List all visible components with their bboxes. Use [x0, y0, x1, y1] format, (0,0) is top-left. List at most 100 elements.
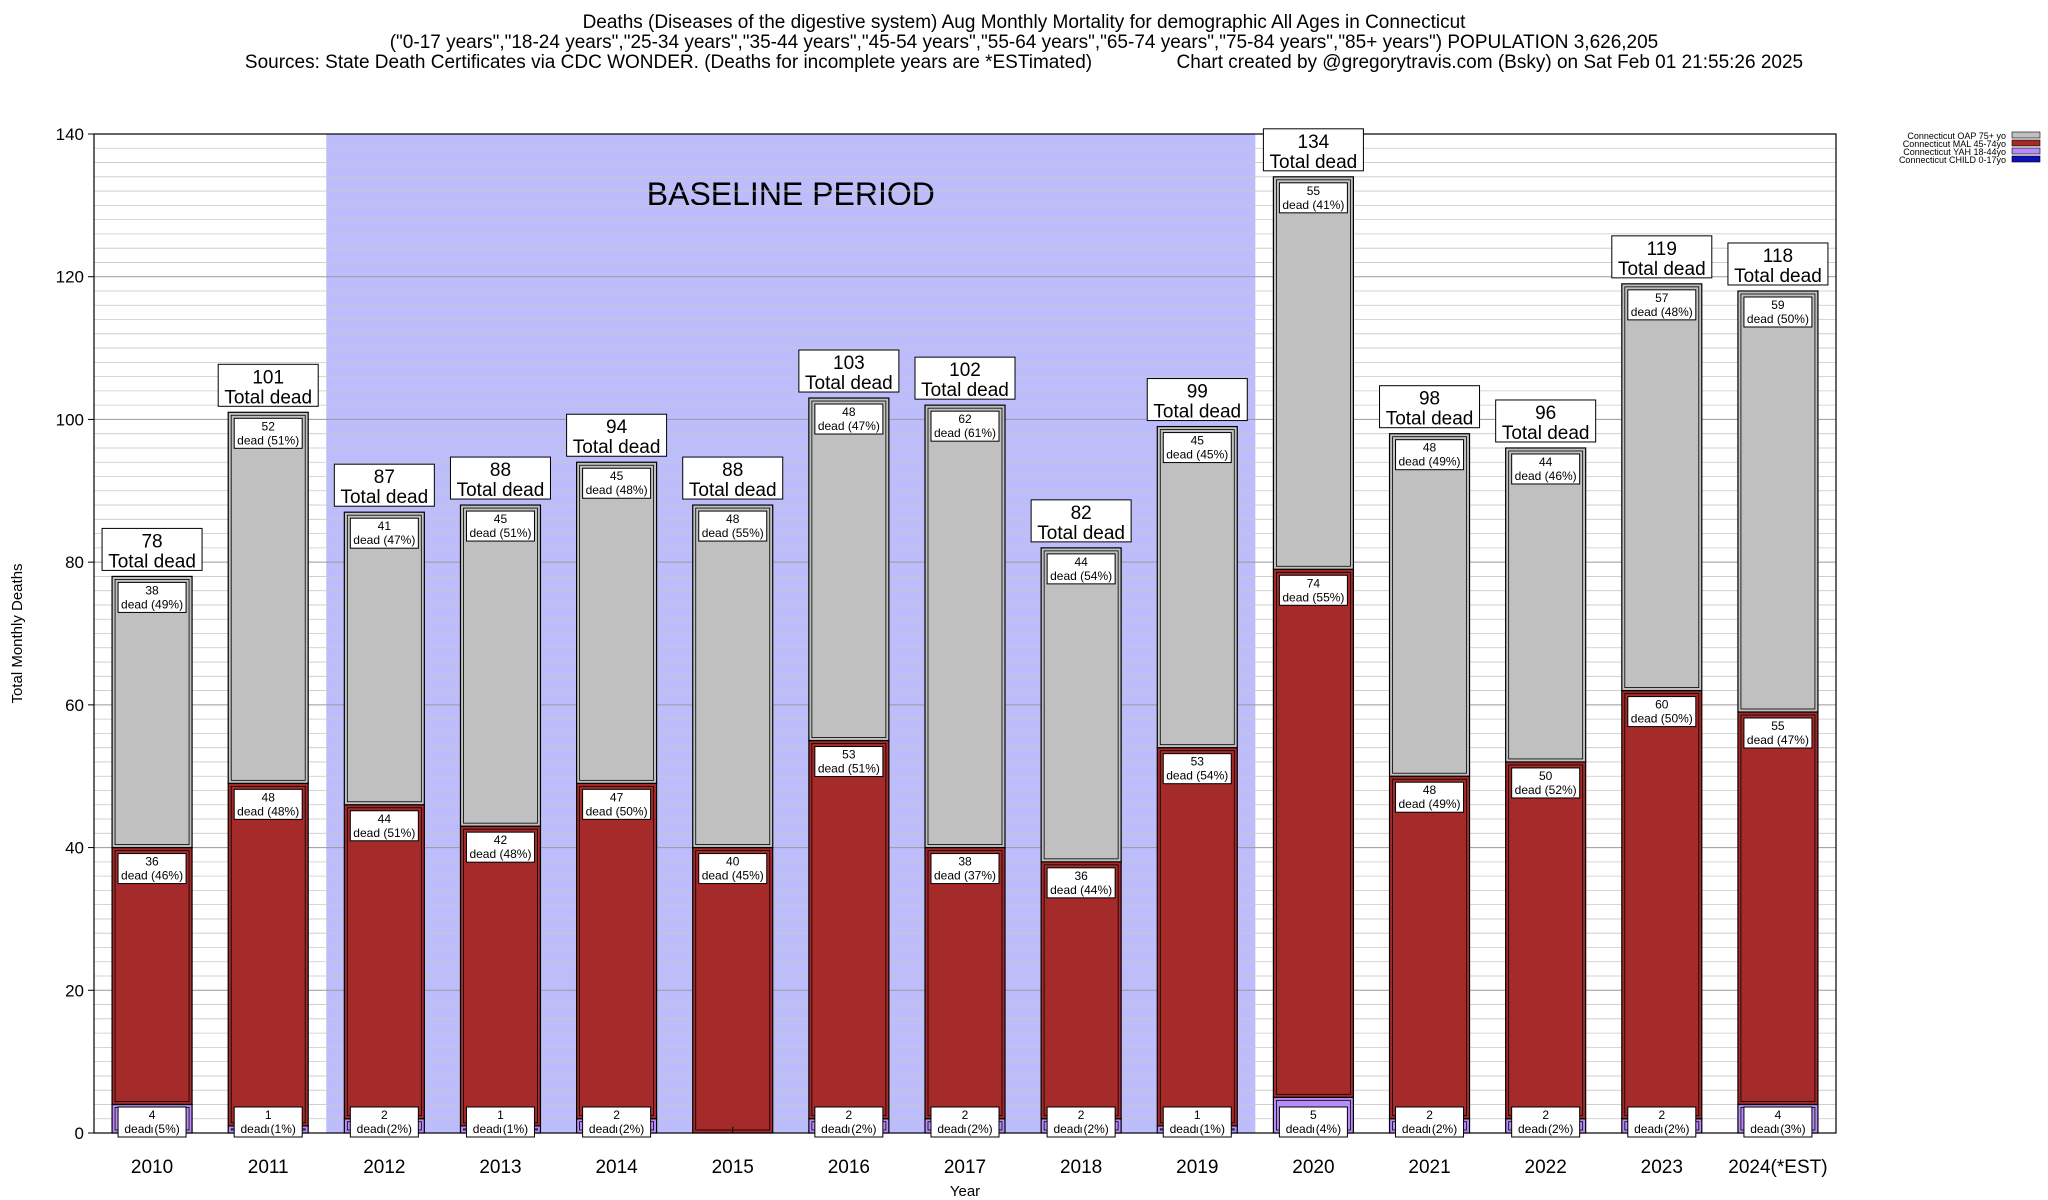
data-label-percent: dead (51%): [469, 526, 531, 540]
total-label-value: 134: [1298, 132, 1330, 153]
x-axis-label: Year: [950, 1183, 980, 1200]
bar-segment: [1156, 425, 1238, 749]
y-tick-label: 0: [75, 1124, 84, 1143]
data-label-value: 2: [962, 1108, 969, 1122]
data-label-percent: dead (50%): [586, 804, 648, 818]
data-label-percent: dead (52%): [1515, 783, 1577, 797]
bar-segment-inner-border: [579, 464, 654, 781]
data-label-value: 2: [1542, 1108, 1549, 1122]
data-label-value: 36: [1074, 869, 1088, 883]
bar-segment-inner-border: [1043, 550, 1119, 860]
data-label-box: [1278, 1106, 1348, 1138]
data-label-percent: dead (46%): [1515, 469, 1577, 483]
data-label-box: [465, 831, 535, 863]
data-label-box: [1395, 439, 1465, 471]
x-tick-label: 2012: [363, 1157, 405, 1178]
bar-segment: [1505, 447, 1587, 763]
data-label-box: [1743, 296, 1813, 328]
data-label-box: [582, 788, 652, 820]
data-label-value: 48: [262, 790, 276, 804]
data-label-box: [1627, 289, 1697, 321]
data-label-value: 45: [610, 469, 624, 483]
total-label-value: 101: [252, 367, 284, 388]
bar-segment: [343, 511, 425, 806]
total-label-text: Total dead: [457, 480, 545, 501]
legend-label: Connecticut OAP 75+ yo: [1907, 131, 2006, 141]
total-label-text: Total dead: [1618, 259, 1706, 280]
legend-label: Connecticut MAL 45-74yo: [1903, 139, 2006, 149]
data-label-value: 5: [1310, 1108, 1317, 1122]
total-label-box: [333, 463, 435, 507]
data-label-value: 55: [1771, 719, 1785, 733]
data-label-percent: dead (50%): [1747, 312, 1809, 326]
bar-segment: [459, 825, 542, 1127]
total-label-box: [1379, 385, 1481, 429]
data-label-value: 48: [1423, 783, 1437, 797]
x-tick-label: 2017: [944, 1157, 986, 1178]
x-tick-label: 2010: [131, 1157, 173, 1178]
total-label-text: Total dead: [805, 373, 893, 394]
bar-segment: [227, 411, 309, 784]
data-label-value: 2: [613, 1108, 620, 1122]
total-label-text: Total dead: [1734, 266, 1822, 287]
data-label-percent: dead (48%): [237, 804, 299, 818]
total-label-value: 99: [1187, 382, 1208, 403]
total-label-text: Total dead: [340, 487, 428, 508]
data-label-percent: dead (55%): [1282, 590, 1344, 604]
x-tick-label: 2020: [1292, 1157, 1334, 1178]
data-label-value: 45: [494, 512, 508, 526]
bar-segment: [575, 782, 658, 1120]
bar-segment-inner-border: [811, 400, 887, 738]
bar-segment: [459, 504, 542, 827]
bar-segment: [1156, 747, 1238, 1127]
total-label-text: Total dead: [1502, 423, 1590, 444]
data-label-value: 57: [1655, 291, 1669, 305]
data-label-value: 2: [381, 1108, 388, 1122]
data-label-value: 2: [1658, 1108, 1665, 1122]
data-label-percent: dead (44%): [1050, 883, 1112, 897]
y-tick-label: 120: [56, 268, 84, 287]
bar-segment: [1505, 761, 1587, 1120]
data-label-value: 53: [1191, 755, 1205, 769]
total-label-value: 88: [722, 460, 743, 481]
data-label-percent: dead (46%): [121, 869, 183, 883]
bar-segment: [692, 846, 774, 1134]
data-label-box: [1743, 717, 1813, 749]
data-label-box: [117, 853, 187, 885]
data-label-box: [1278, 574, 1348, 606]
x-tick-label: 2023: [1641, 1157, 1683, 1178]
total-label-text: Total dead: [1037, 523, 1125, 544]
data-label-percent: dead (51%): [237, 433, 299, 447]
data-label-value: 48: [842, 405, 856, 419]
data-label-value: 53: [842, 748, 856, 762]
x-tick-label: 2018: [1060, 1157, 1102, 1178]
x-tick-label: 2014: [595, 1157, 638, 1178]
baseline-period-label: BASELINE PERIOD: [647, 176, 935, 212]
chart-title: Deaths (Diseases of the digestive system…: [582, 12, 1466, 33]
total-label-box: [798, 349, 900, 393]
bar-segment-inner-border: [1276, 571, 1351, 1095]
bar-segment: [808, 397, 890, 742]
bar-segment-inner-border: [927, 407, 1003, 845]
data-label-value: 40: [726, 855, 740, 869]
data-label-value: 48: [1423, 441, 1437, 455]
bar-segment: [1272, 568, 1355, 1098]
bar-segment-inner-border: [695, 507, 771, 845]
total-label-box: [101, 527, 203, 571]
data-label-percent: dead (41%): [1282, 198, 1344, 212]
data-label-box: [698, 853, 768, 885]
data-label-value: 2: [1078, 1108, 1085, 1122]
data-label-value: 38: [145, 583, 159, 597]
data-label-box: [233, 788, 303, 820]
total-label-box: [217, 363, 319, 407]
data-label-value: 44: [1539, 455, 1553, 469]
bar-segment-inner-border: [114, 579, 190, 845]
total-label-value: 98: [1419, 389, 1440, 410]
bar-segment-inner-border: [1624, 286, 1700, 688]
bar-segment-inner-border: [114, 850, 190, 1102]
bar-segment: [1272, 176, 1355, 570]
total-label-box: [1611, 235, 1713, 279]
legend-swatch: [2011, 131, 2041, 139]
data-label-percent: dead (37%): [934, 869, 996, 883]
bar-segment: [1621, 689, 1703, 1120]
